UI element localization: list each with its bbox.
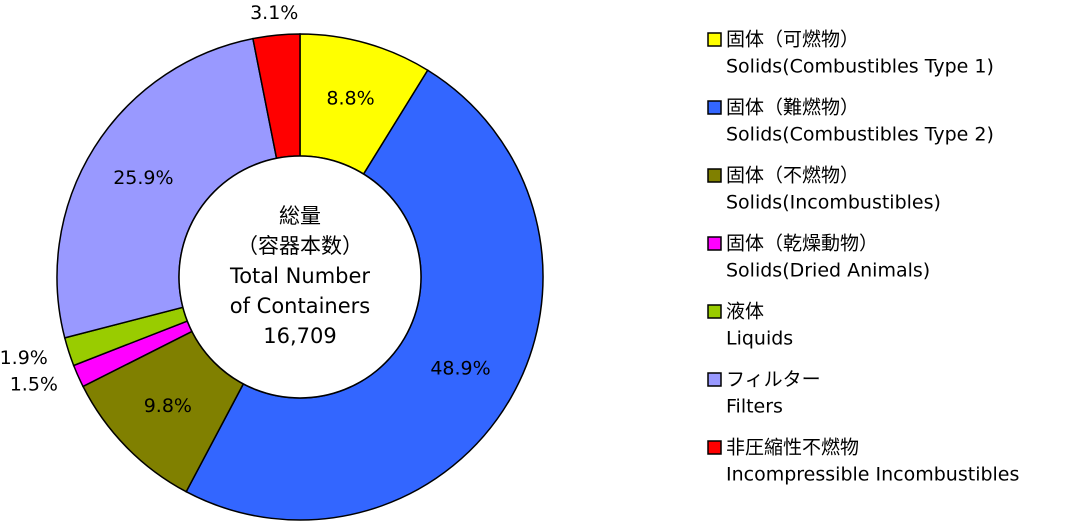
center-label: 総量 [279, 204, 321, 228]
center-total: 16,709 [263, 324, 336, 348]
data-label: 25.9% [113, 167, 173, 189]
data-label: 48.9% [430, 357, 490, 379]
legend-swatch [707, 236, 722, 251]
legend-label: 固体（不燃物） [726, 165, 859, 187]
legend-sublabel: Incompressible Incombustibles [726, 464, 1019, 486]
legend-swatch [707, 304, 722, 319]
legend-label: フィルター [726, 369, 821, 391]
legend-sublabel: Solids(Dried Animals) [726, 260, 930, 282]
legend-sublabel: Solids(Incombustibles) [726, 192, 941, 214]
legend-swatch [707, 100, 722, 115]
center-label: （容器本数） [237, 234, 363, 258]
legend-label: 液体 [726, 301, 764, 323]
legend-label: 固体（可燃物） [726, 29, 859, 51]
legend-label: 固体（難燃物） [726, 97, 859, 119]
data-label: 9.8% [144, 395, 192, 417]
legend-swatch [707, 372, 722, 387]
data-label: 8.8% [326, 88, 374, 110]
data-label: 1.5% [10, 374, 58, 396]
legend-label: 非圧縮性不燃物 [726, 437, 859, 459]
legend-sublabel: Liquids [726, 328, 793, 350]
data-label: 3.1% [250, 2, 298, 24]
center-label: Total Number [229, 264, 370, 288]
data-label: 1.9% [0, 347, 48, 369]
donut-hole [178, 155, 422, 399]
legend-sublabel: Solids(Combustibles Type 2) [726, 124, 994, 146]
legend-swatch [707, 168, 722, 183]
legend-label: 固体（乾燥動物） [726, 233, 878, 255]
legend-swatch [707, 440, 722, 455]
center-label: of Containers [230, 294, 370, 318]
legend-swatch [707, 32, 722, 47]
legend-sublabel: Filters [726, 396, 783, 418]
legend-sublabel: Solids(Combustibles Type 1) [726, 56, 994, 78]
